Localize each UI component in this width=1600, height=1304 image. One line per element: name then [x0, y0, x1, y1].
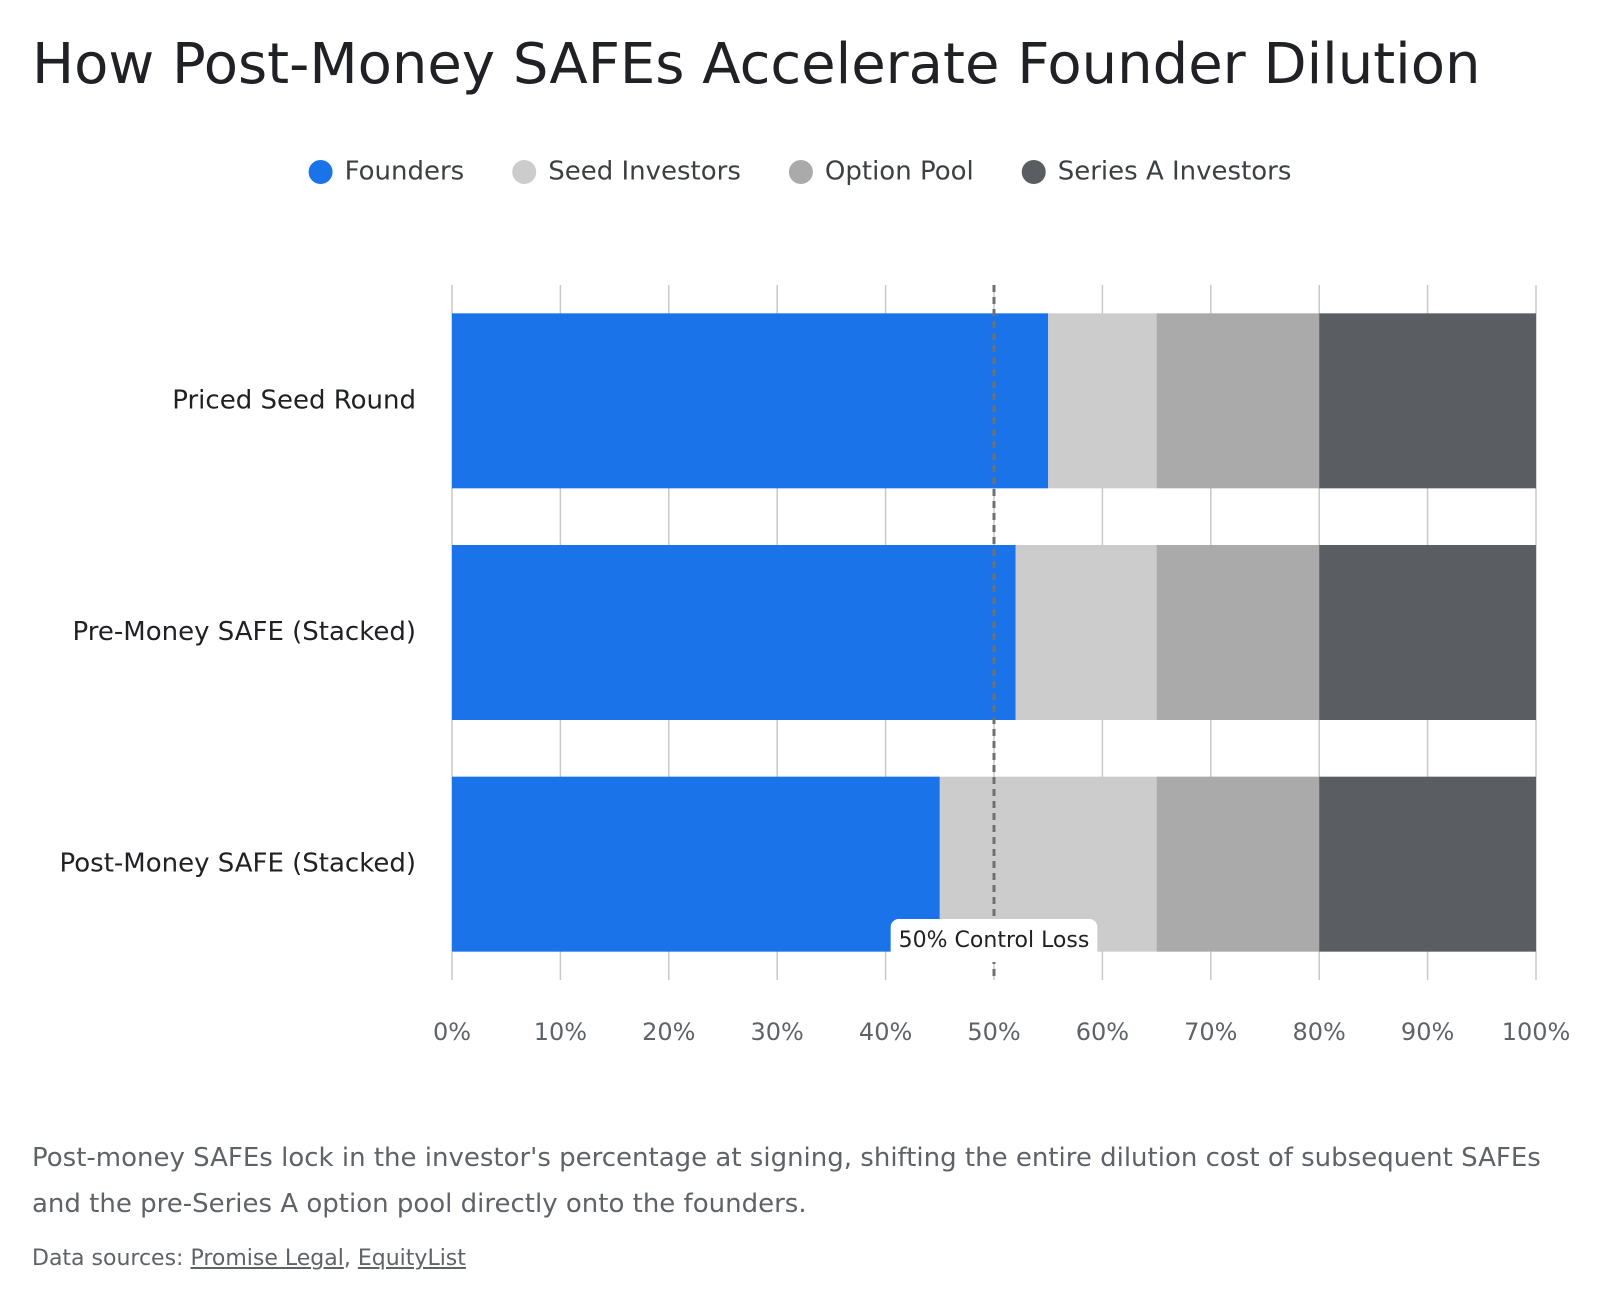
bar-segment [1319, 313, 1536, 489]
chart-title: How Post-Money SAFEs Accelerate Founder … [32, 32, 1480, 97]
source-link[interactable]: Promise Legal [190, 1246, 344, 1271]
bar-segment [452, 776, 940, 952]
chart: How Post-Money SAFEs Accelerate Founder … [32, 32, 1571, 1046]
legend-label: Seed Investors [548, 157, 741, 187]
bar-segment [1015, 545, 1157, 720]
legend-swatch [308, 160, 333, 184]
x-tick-label: 0% [433, 1018, 471, 1046]
x-tick-label: 70% [1184, 1018, 1237, 1046]
bar-segment [1156, 545, 1320, 720]
bar-segment [452, 313, 1049, 489]
x-tick-label: 40% [859, 1018, 912, 1046]
x-tick-label: 30% [751, 1018, 804, 1046]
x-tick-label: 50% [967, 1018, 1020, 1046]
y-tick-label: Priced Seed Round [172, 385, 416, 415]
source-link[interactable]: EquityList [357, 1246, 466, 1271]
caption: Post-money SAFEs lock in the investor's … [32, 1143, 1541, 1219]
x-tick-label: 20% [642, 1018, 695, 1046]
x-tick-label: 10% [534, 1018, 587, 1046]
sources: Data sources: Promise Legal, EquityList [32, 1246, 466, 1271]
annotation-box [890, 919, 1098, 962]
bar-segment [452, 545, 1016, 720]
x-tick-label: 60% [1076, 1018, 1129, 1046]
sources-prefix: Data sources: [32, 1246, 184, 1271]
x-tick-label: 90% [1401, 1018, 1454, 1046]
x-tick-label: 80% [1293, 1018, 1346, 1046]
legend-swatch [512, 160, 537, 184]
bar-segment [1156, 776, 1320, 952]
legend-label: Option Pool [825, 157, 974, 187]
legend-label: Founders [345, 157, 465, 187]
bar-segment [1048, 313, 1157, 489]
separator: , [343, 1246, 351, 1271]
y-tick-label: Post-Money SAFE (Stacked) [59, 849, 416, 879]
legend-label: Series A Investors [1058, 157, 1292, 187]
legend-swatch [788, 160, 813, 184]
bar-segment [1319, 545, 1536, 720]
legend: Founders Seed Investors Option Pool Series … [308, 157, 1292, 187]
y-tick-label: Pre-Money SAFE (Stacked) [73, 617, 416, 647]
bar-segment [1156, 313, 1320, 489]
bar-segment [1319, 776, 1536, 952]
legend-swatch [1021, 160, 1046, 184]
annotation-label: 50% Control Loss [899, 928, 1090, 953]
x-tick-label: 100% [1502, 1018, 1571, 1046]
